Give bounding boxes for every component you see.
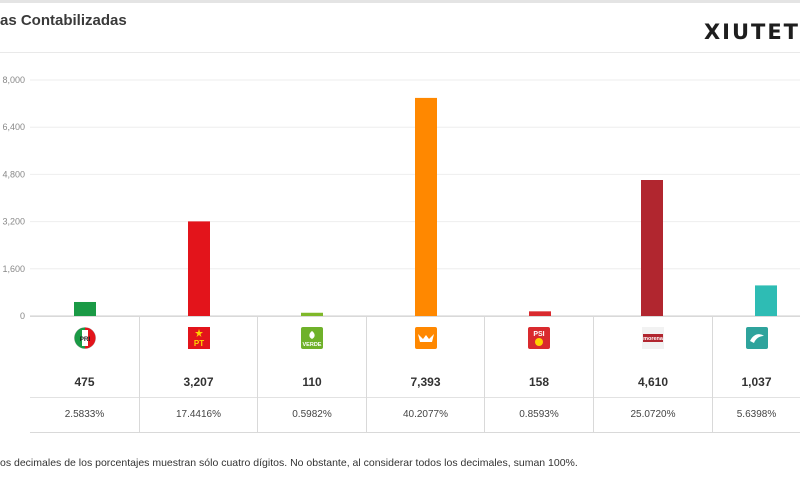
percent-mc: 40.2077% (402, 409, 449, 420)
results-table: PRI 475 2.5833% PT 3,207 17.4416% VERDE … (30, 316, 800, 433)
votes-morena: 4,610 (637, 375, 669, 389)
percent-pri: 2.5833% (64, 409, 105, 420)
votes-psi: 158 (528, 375, 550, 389)
bar-verde[interactable] (301, 312, 323, 316)
votes-mc: 7,393 (410, 375, 441, 389)
percent-local: 5.6398% (736, 409, 777, 420)
percent-psi: 0.8593% (519, 409, 559, 420)
party-column-pt: PT 3,207 17.4416% (139, 317, 257, 432)
party-column-pri: PRI 475 2.5833% (30, 317, 139, 432)
header-divider (0, 52, 800, 53)
morena-logo: morena (642, 327, 664, 349)
pt-logo-text: PT (193, 339, 203, 348)
pt-logo: PT (187, 327, 210, 349)
y-tick-label: 1,600 (2, 264, 25, 274)
bar-mc-oaxaca[interactable] (755, 285, 777, 316)
y-tick-label: 4,800 (2, 169, 25, 179)
movimiento-ciudadano-logo (414, 327, 437, 349)
party-column-local: 1,037 5.6398% (712, 317, 800, 432)
psi-logo: PSI (528, 327, 550, 349)
party-column-verde: VERDE 110 0.5982% (257, 317, 366, 432)
verde-logo: VERDE (301, 327, 323, 349)
psi-logo-text: PSI (533, 331, 544, 338)
verde-logo-text: VERDE (303, 342, 322, 348)
party-column-psi: PSI 158 0.8593% (484, 317, 593, 432)
votes-verde: 110 (302, 375, 322, 389)
bar-mc[interactable] (415, 97, 437, 317)
percent-morena: 25.0720% (630, 409, 676, 420)
morena-logo-text: morena (643, 336, 664, 342)
percent-verde: 0.5982% (292, 409, 332, 420)
bar-pt[interactable] (188, 221, 210, 316)
party-column-morena: morena 4,610 25.0720% (593, 317, 712, 432)
top-border (0, 0, 800, 3)
votes-pt: 3,207 (183, 375, 214, 389)
pri-logo-text: PRI (79, 336, 90, 343)
page-title: as Contabilizadas (0, 12, 127, 29)
vote-bar-chart: 8,000 6,400 4,800 3,200 1,600 0 (2, 75, 800, 320)
y-tick-label: 0 (20, 311, 25, 320)
local-party-logo (745, 327, 768, 349)
y-tick-label: 8,000 (2, 75, 25, 85)
bar-psi[interactable] (529, 311, 551, 316)
party-column-mc: 7,393 40.2077% (366, 317, 484, 432)
brand-logo: XIUTET (703, 20, 800, 44)
votes-pri: 475 (74, 375, 95, 389)
y-tick-label: 6,400 (2, 122, 25, 132)
y-tick-label: 3,200 (2, 217, 25, 227)
percent-pt: 17.4416% (175, 409, 222, 420)
bar-pri[interactable] (74, 301, 96, 316)
pri-logo: PRI (73, 327, 96, 349)
votes-local: 1,037 (741, 375, 772, 389)
footnote: os decimales de los porcentajes muestran… (0, 457, 578, 469)
bar-morena[interactable] (641, 180, 663, 316)
